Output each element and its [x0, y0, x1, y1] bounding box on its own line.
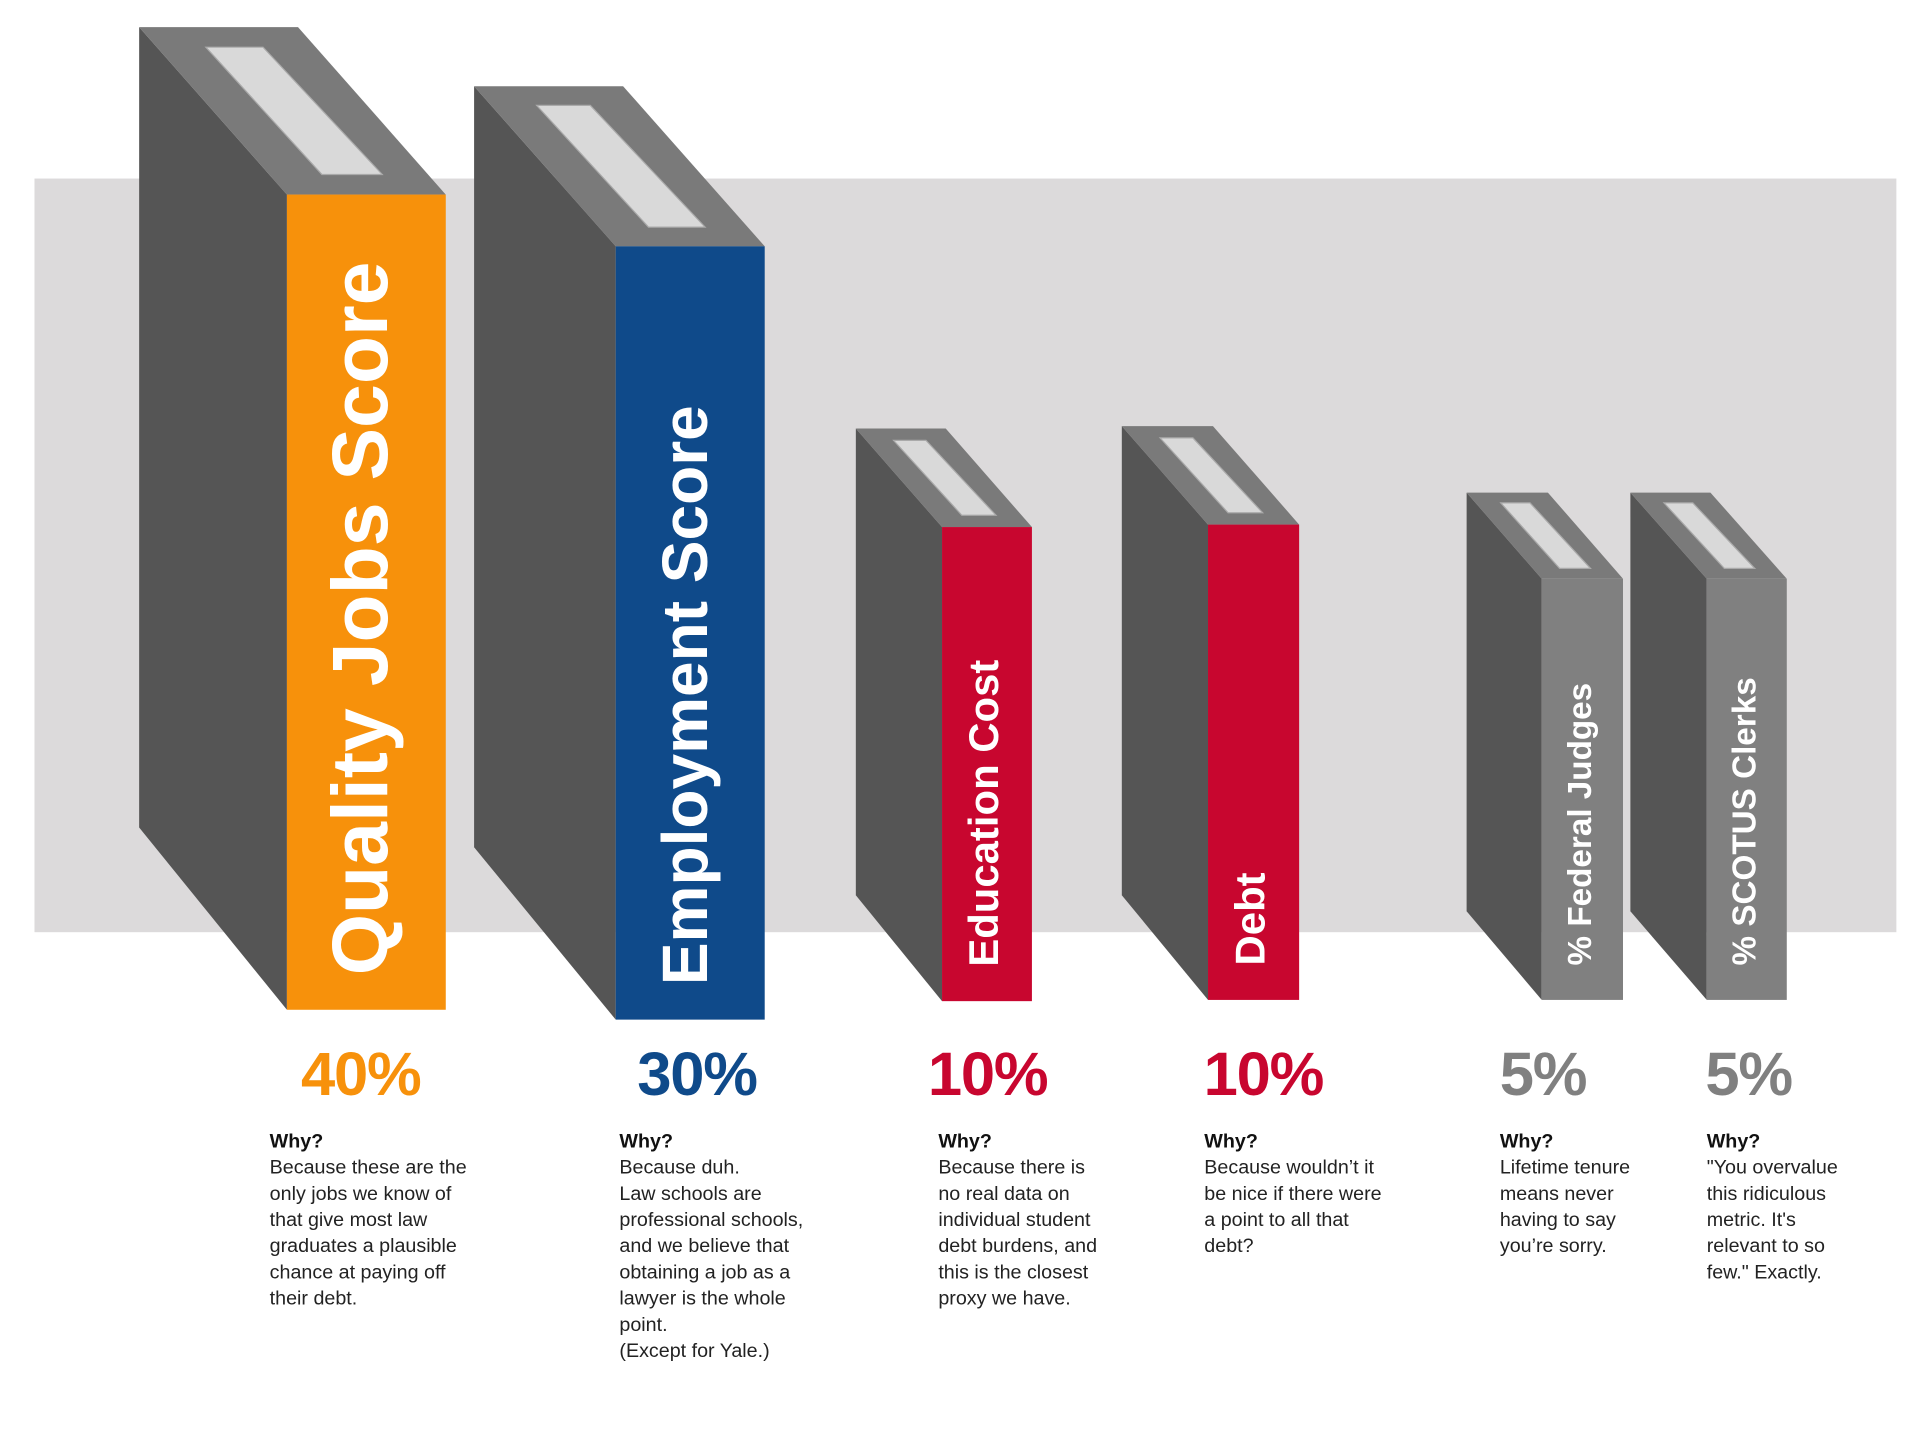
why-text: no real data on — [938, 1183, 1069, 1205]
why-text: you’re sorry. — [1500, 1235, 1607, 1257]
spine-title: Education Cost — [960, 660, 1007, 967]
why-text: Lifetime tenure — [1500, 1157, 1630, 1179]
why-text: Law schools are — [619, 1183, 761, 1205]
book-side — [855, 428, 943, 1002]
weight: 10% — [928, 1040, 1048, 1109]
why-text: professional schools, — [619, 1209, 803, 1231]
why-text: this is the closest — [938, 1261, 1088, 1283]
book-spine — [615, 246, 765, 1020]
why-text: lawyer is the whole — [619, 1288, 785, 1310]
why-text: debt? — [1204, 1235, 1253, 1257]
why-text: chance at paying off — [270, 1261, 446, 1283]
spine-title: % Federal Judges — [1562, 683, 1599, 966]
weight: 40% — [301, 1040, 421, 1109]
book-side — [1121, 426, 1209, 1000]
why-text: Because these are the — [270, 1157, 467, 1179]
weight: 5% — [1705, 1040, 1792, 1109]
weight: 10% — [1204, 1040, 1324, 1109]
book-pages — [1158, 437, 1265, 514]
why-text: few." Exactly. — [1707, 1261, 1822, 1283]
spine-title: Debt — [1227, 872, 1274, 965]
why-text: Because there is — [938, 1157, 1085, 1179]
book-spine — [1208, 524, 1300, 1000]
why-label: Why? — [1204, 1131, 1258, 1153]
book-pages — [204, 46, 384, 176]
why-text: relevant to so — [1707, 1235, 1825, 1257]
why-text: having to say — [1500, 1209, 1616, 1231]
book-side — [139, 27, 287, 1010]
book-side — [1630, 492, 1707, 1000]
why-label: Why? — [619, 1131, 673, 1153]
why-text: only jobs we know of — [270, 1183, 452, 1205]
why-label: Why? — [1500, 1131, 1554, 1153]
why-text: graduates a plausible — [270, 1235, 457, 1257]
why-text: be nice if there were — [1204, 1183, 1381, 1205]
book-spine — [942, 527, 1032, 1002]
why-text: and we believe that — [619, 1235, 789, 1257]
why-text: "You overvalue — [1707, 1157, 1838, 1179]
why-text: metric. It's — [1707, 1209, 1796, 1231]
spine-title: Employment Score — [649, 405, 721, 985]
book-pages — [892, 439, 998, 516]
why-label: Why? — [938, 1131, 992, 1153]
why-text: Because duh. — [619, 1157, 739, 1179]
book-pages — [1499, 502, 1592, 570]
why-text: their debt. — [270, 1288, 358, 1310]
weight: 5% — [1500, 1040, 1587, 1109]
spine-title: % SCOTUS Clerks — [1727, 677, 1764, 965]
book-spine — [1706, 578, 1787, 1000]
why-text: point. — [619, 1314, 667, 1336]
why-text: that give most law — [270, 1209, 428, 1231]
book-side — [474, 86, 616, 1020]
why-text: debt burdens, and — [938, 1235, 1097, 1257]
why-text: Because wouldn’t it — [1204, 1157, 1374, 1179]
why-label: Why? — [270, 1131, 324, 1153]
book-spine — [286, 194, 446, 1010]
book-side — [1466, 492, 1542, 1000]
book-pages — [1662, 502, 1757, 570]
book-pages — [535, 104, 707, 228]
books: Quality Jobs Score 40% Why? Because these a… — [139, 27, 1838, 1362]
spine-title: Quality Jobs Score — [316, 261, 404, 975]
why-text: individual student — [938, 1209, 1091, 1231]
why-text: obtaining a job as a — [619, 1261, 790, 1283]
why-text: (Except for Yale.) — [619, 1340, 769, 1362]
why-label: Why? — [1707, 1131, 1761, 1153]
book-spine — [1541, 578, 1623, 1000]
why-text: a point to all that — [1204, 1209, 1349, 1231]
why-text: proxy we have. — [938, 1288, 1070, 1310]
weight: 30% — [637, 1040, 757, 1109]
why-text: this ridiculous — [1707, 1183, 1826, 1205]
why-text: means never — [1500, 1183, 1614, 1205]
